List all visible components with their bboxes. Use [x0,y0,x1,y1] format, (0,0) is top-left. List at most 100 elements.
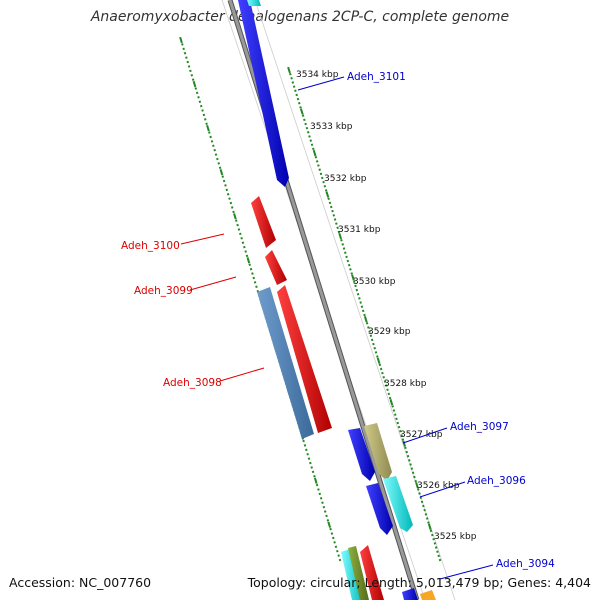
gene-label[interactable]: Adeh_3100 [121,240,180,252]
gene-bottom-green[interactable] [348,546,369,600]
minor-tick [306,452,309,456]
gene-label[interactable]: Adeh_3098 [163,377,222,389]
gene-label[interactable]: Adeh_3101 [347,71,406,83]
minor-tick [304,122,307,126]
gene-adeh-3096-blue[interactable] [366,483,393,535]
minor-tick [355,288,359,292]
major-tick [313,477,318,484]
gene-adeh-3097-blue[interactable] [348,428,375,481]
minor-tick [305,448,308,452]
minor-tick [424,513,428,516]
minor-tick [413,475,416,479]
tick-label: 3529 kbp [368,327,411,337]
gene-adeh-3101[interactable] [238,0,289,187]
major-tick [287,66,291,74]
minor-tick [335,222,338,225]
gene-bottom-orange[interactable] [420,590,436,600]
major-tick [363,315,368,323]
gene-adeh-3094[interactable] [402,588,418,600]
minor-tick [331,209,334,213]
minor-tick [410,467,414,470]
minor-tick [381,371,384,375]
gene-adeh-3096[interactable] [383,476,413,532]
gene-label[interactable]: Adeh_3096 [467,475,526,487]
minor-tick [347,263,351,267]
tick-label: 3533 kbp [310,122,353,132]
gene-adeh-3098[interactable] [257,287,314,439]
minor-tick [183,51,187,55]
minor-tick [222,179,226,183]
minor-tick [356,292,360,296]
gene-top-cyan[interactable] [247,0,261,6]
minor-tick [199,104,203,108]
minor-tick [317,488,320,491]
right-tick-track [287,66,442,562]
major-tick [325,191,330,198]
minor-tick [354,284,357,288]
gene-label[interactable]: Adeh_3099 [134,285,193,297]
minor-tick [302,439,305,443]
major-tick [351,274,355,281]
gene-adeh-3099[interactable] [265,250,287,285]
gene-adeh-3100[interactable] [251,196,276,248]
minor-tick [416,488,420,491]
minor-tick [334,545,338,549]
minor-tick [337,230,341,234]
minor-tick [318,492,322,496]
minor-tick [332,214,336,217]
minor-tick [190,74,194,77]
minor-tick [404,446,407,450]
minor-tick [401,438,405,441]
minor-tick [212,144,215,148]
minor-tick [289,72,292,76]
minor-tick [323,510,327,513]
tick-label: 3527 kbp [400,430,443,440]
minor-tick [321,176,324,180]
major-tick [192,80,197,88]
minor-tick [369,334,373,338]
minor-tick [383,380,387,383]
minor-tick [208,131,211,134]
minor-tick [393,413,397,416]
minor-tick [202,113,206,117]
genome-stats-text: Topology: circular; Length: 5,013,479 bp… [247,575,591,590]
major-tick [376,357,381,364]
minor-tick [205,122,208,125]
minor-tick [409,463,412,466]
gene-adeh-3097[interactable] [364,423,392,481]
gene-label[interactable]: Adeh_3094 [496,558,555,570]
gene-adeh-3098-red[interactable] [277,285,332,433]
minor-tick [310,143,314,146]
minor-tick [315,483,319,487]
minor-tick [241,241,245,244]
minor-tick [201,109,204,112]
minor-tick [318,168,321,171]
minor-tick [372,342,375,346]
minor-tick [245,254,249,258]
major-tick [219,169,224,176]
minor-tick [382,376,385,379]
minor-tick [189,69,192,73]
minor-tick [225,188,229,192]
minor-tick [290,77,293,80]
gene-bottom-red[interactable] [360,545,384,600]
minor-tick [236,223,239,227]
minor-tick [346,259,350,263]
minor-tick [213,148,216,152]
minor-tick [406,454,410,458]
minor-tick [299,106,302,109]
minor-tick [363,313,366,317]
minor-tick [397,425,401,429]
minor-tick [195,91,199,95]
minor-tick [226,192,230,196]
minor-tick [342,247,346,250]
gene-label[interactable]: Adeh_3097 [450,421,509,433]
minor-tick [255,285,258,289]
minor-tick [391,405,394,408]
minor-tick [243,245,246,249]
minor-tick [322,505,326,509]
minor-tick [333,218,337,221]
minor-tick [229,201,233,205]
